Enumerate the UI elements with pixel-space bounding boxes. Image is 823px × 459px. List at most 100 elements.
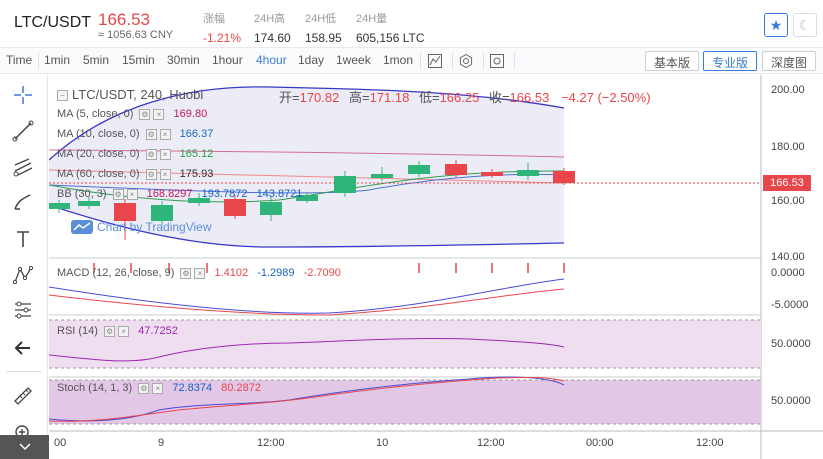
close-icon[interactable]: × [159,128,171,140]
candle-body [408,165,430,174]
ma10-line [49,173,565,194]
candle-body [78,201,100,206]
bb-lower-line [49,204,565,248]
ma5-line [49,170,565,203]
chart-type-button[interactable] [425,51,445,71]
pair-name: LTC/USDT [14,14,92,31]
y-tick: 50.0000 [771,395,811,407]
pro-version-button[interactable]: 专业版 [703,51,758,71]
interval-1day[interactable]: 1day [298,53,325,67]
candle-body [553,171,575,183]
bb-legend[interactable]: BB (30, 3) ⚙ × 168.8297 193.7872 143.8721 [57,188,303,200]
depth-chart-button[interactable]: 深度图 [762,51,817,71]
rsi-line [49,337,565,362]
ruler-tool[interactable] [8,381,38,411]
drawing-tools-sidebar [0,75,48,459]
candle-body [49,203,70,209]
candle-body [188,198,210,203]
y-tick: 0.0000 [771,267,805,279]
x-tick: 12:00 [696,437,724,449]
close-icon[interactable]: × [152,382,164,394]
interval-1min[interactable]: 1min [44,53,71,67]
candle-body [114,203,136,221]
position-tool[interactable] [8,295,38,325]
interval-1mon[interactable]: 1mon [383,53,414,67]
fibonacci-icon [13,158,33,177]
x-tick: 00:00 [586,437,614,449]
gear-icon [459,54,473,68]
interval-1hour[interactable]: 1hour [212,53,243,67]
chart-area[interactable]: 开=170.82 高=171.18 低=166.25 收=166.53 −4.2… [49,75,823,459]
ma60-legend[interactable]: MA (60, close, 0) ⚙ × 175.93 [57,168,214,180]
bollinger-band [49,86,564,247]
candle-body [371,174,393,178]
interval-15min[interactable]: 15min [122,53,155,67]
ruler-icon [14,387,32,405]
text-tool[interactable] [8,224,38,254]
interval-time[interactable]: Time [6,53,33,67]
chevron-down-icon [18,443,31,451]
tradingview-logo-icon [71,220,93,234]
brush-tool[interactable] [8,187,38,217]
close-icon[interactable]: × [159,168,171,180]
collapse-tools-button[interactable] [0,435,49,459]
gear-icon[interactable]: ⚙ [139,108,151,120]
gear-icon[interactable]: ⚙ [104,325,116,337]
interval-toolbar: Time 1min 5min 15min 30min 1hour 4hour 1… [0,47,823,74]
close-icon[interactable]: × [126,188,138,200]
stat-volume: 24H量 605,156 LTC [356,13,425,45]
moon-icon: ☾ [798,16,812,33]
ohlc-legend: 开=170.82 高=171.18 低=166.25 收=166.53 −4.2… [279,90,651,105]
ma20-legend[interactable]: MA (20, close, 0) ⚙ × 165.12 [57,148,214,160]
favorite-star-button[interactable]: ★ [764,13,788,37]
gear-icon[interactable]: ⚙ [145,148,157,160]
interval-4hour[interactable]: 4hour [256,53,287,67]
y-tick: 160.00 [771,195,805,207]
ma10-legend[interactable]: MA (10, close, 0) ⚙ × 166.37 [57,128,214,140]
fib-tool[interactable] [8,151,38,181]
stat-low: 24H低 158.95 [305,13,342,45]
macd-legend[interactable]: MACD (12, 26, close, 9) ⚙ × 1.4102 -1.298… [57,267,341,279]
pattern-tool[interactable] [8,260,38,290]
gear-icon[interactable]: ⚙ [138,382,150,394]
basic-version-button[interactable]: 基本版 [645,51,700,71]
collapse-legend-icon[interactable]: − [57,90,68,102]
trend-line-icon [12,120,34,142]
interval-1week[interactable]: 1week [336,53,371,67]
last-price: 166.53 [98,10,150,29]
signal-line [49,288,565,316]
candle-body [260,202,282,215]
crosshair-tool[interactable] [8,80,38,110]
gear-icon[interactable]: ⚙ [112,188,124,200]
settings-button[interactable] [456,51,476,71]
interval-5min[interactable]: 5min [83,53,110,67]
symbol-legend[interactable]: − LTC/USDT, 240, Huobi [57,87,203,102]
close-icon[interactable]: × [194,267,206,279]
indicators-button[interactable] [487,51,507,71]
x-tick: 10 [376,437,389,449]
indicator-icon [490,54,504,68]
tradingview-watermark[interactable]: Chart by TradingView [71,220,212,234]
stat-change: 涨幅 -1.21% [203,13,242,45]
night-mode-button[interactable]: ☾ [793,13,817,37]
x-tick: 12:00 [257,437,285,449]
gear-icon[interactable]: ⚙ [145,168,157,180]
stoch-legend[interactable]: Stoch (14, 1, 3) ⚙ × 72.8374 80.2872 [57,382,261,394]
gear-icon[interactable]: ⚙ [180,267,192,279]
back-tool[interactable] [8,333,38,363]
trend-line-tool[interactable] [8,116,38,146]
ma5-legend[interactable]: MA (5, close, 0) ⚙ × 169.80 [57,108,208,120]
close-icon[interactable]: × [153,108,165,120]
close-icon[interactable]: × [118,325,130,337]
gear-icon[interactable]: ⚙ [145,128,157,140]
y-tick: -5.0000 [771,299,809,311]
close-icon[interactable]: × [159,148,171,160]
rsi-legend[interactable]: RSI (14) ⚙ × 47.7252 [57,325,178,337]
crosshair-icon [14,86,32,104]
chart-canvas [49,75,823,459]
arrow-left-icon [14,341,30,355]
stat-high: 24H高 174.60 [254,13,291,45]
candle-body [296,195,318,201]
interval-30min[interactable]: 30min [167,53,200,67]
stoch-d-line [49,376,565,422]
